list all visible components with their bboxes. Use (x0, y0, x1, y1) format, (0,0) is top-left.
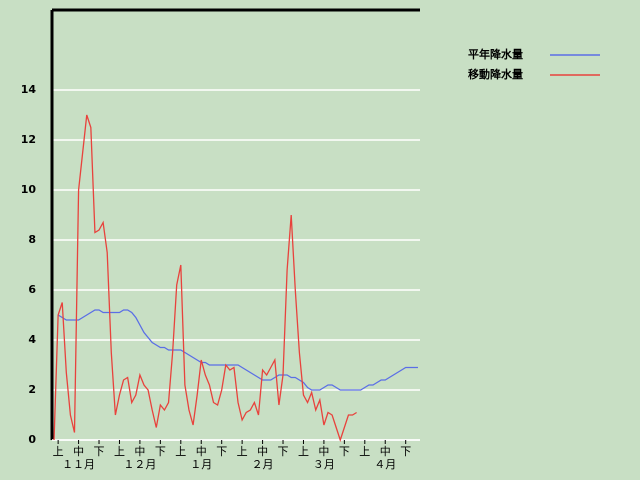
y-tick-label: 2 (28, 383, 36, 396)
x-tick-label: 下 (278, 445, 289, 458)
x-group-label: １月 (190, 458, 212, 471)
x-tick-label: 上 (298, 445, 309, 458)
legend-label: 平年降水量 (468, 47, 523, 61)
x-tick-label: 下 (94, 445, 105, 458)
x-tick-label: 上 (175, 445, 186, 458)
x-group-label: １２月 (123, 458, 156, 471)
y-tick-label: 0 (28, 433, 36, 446)
series-line (57, 309, 418, 391)
x-tick-label: 上 (237, 445, 248, 458)
legend-label: 移動降水量 (468, 67, 523, 81)
x-tick-label: 中 (318, 445, 329, 458)
x-tick-label: 中 (73, 445, 84, 458)
x-tick-label: 下 (216, 445, 227, 458)
y-tick-label: 6 (28, 283, 36, 296)
x-tick-label: 上 (114, 445, 125, 458)
x-tick-label: 上 (53, 445, 64, 458)
y-tick-label: 14 (21, 83, 37, 96)
x-tick-label: 上 (359, 445, 370, 458)
x-tick-label: 下 (400, 445, 411, 458)
y-tick-label: 4 (28, 333, 36, 346)
x-tick-label: 下 (339, 445, 350, 458)
x-group-label: ４月 (374, 458, 396, 471)
x-tick-label: 中 (257, 445, 268, 458)
series-line (53, 114, 357, 443)
x-group-label: １１月 (62, 458, 95, 471)
x-tick-label: 中 (196, 445, 207, 458)
x-tick-label: 下 (155, 445, 166, 458)
y-tick-label: 10 (21, 183, 37, 196)
x-group-label: ３月 (313, 458, 335, 471)
x-tick-label: 中 (134, 445, 145, 458)
y-tick-label: 8 (28, 233, 36, 246)
x-tick-label: 中 (380, 445, 391, 458)
y-tick-label: 12 (21, 133, 36, 146)
x-group-label: ２月 (252, 458, 274, 471)
